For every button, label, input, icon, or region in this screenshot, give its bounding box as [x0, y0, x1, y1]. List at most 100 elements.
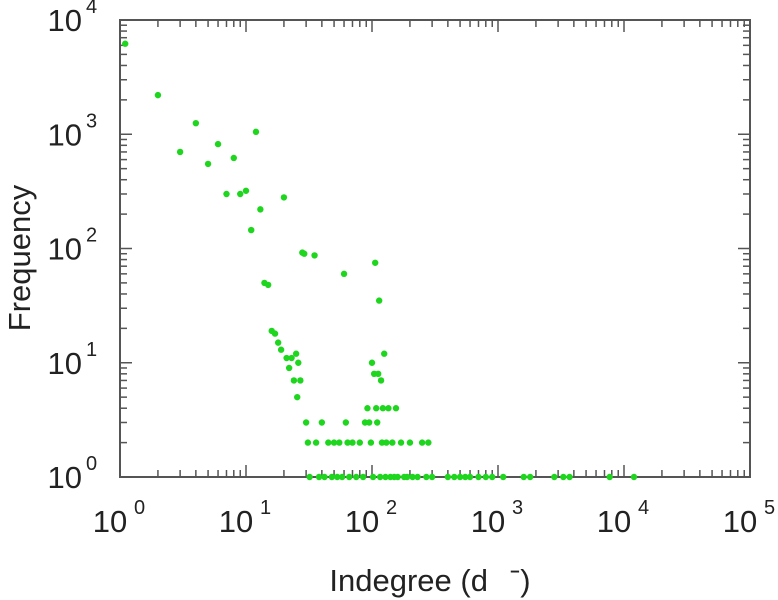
data-point [277, 346, 285, 353]
data-point [374, 419, 381, 426]
data-point [375, 370, 382, 378]
data-point [192, 119, 200, 127]
y-tick-exponent: 4 [86, 0, 97, 18]
data-point [230, 154, 237, 162]
data-point [122, 40, 129, 47]
y-tick-base: 10 [48, 346, 82, 381]
data-point [418, 439, 426, 446]
data-point [381, 350, 388, 357]
data-point [566, 473, 573, 481]
data-point [283, 354, 290, 362]
plot-area [119, 19, 751, 478]
data-point [336, 439, 343, 446]
data-point [451, 473, 458, 481]
y-tick-exponent: 2 [86, 225, 97, 247]
data-point [444, 473, 452, 481]
data-point [311, 252, 318, 259]
data-point [325, 439, 332, 446]
x-tick-base: 10 [93, 504, 127, 539]
data-point [397, 439, 405, 446]
x-tick-label: 10 4 [597, 497, 649, 539]
data-point [346, 473, 353, 481]
data-point [630, 473, 638, 481]
data-point [475, 473, 482, 481]
y-axis-label: Frequency [2, 184, 37, 331]
data-point [382, 473, 389, 481]
y-tick-base: 10 [48, 460, 82, 495]
data-point [367, 439, 375, 446]
data-point [379, 405, 387, 412]
data-point [385, 405, 392, 412]
data-point [378, 439, 386, 446]
data-point [237, 190, 244, 198]
data-point [295, 359, 302, 366]
data-point [285, 364, 293, 372]
axis-tick-labels: 10 0 10 1 10 2 10 3 10 4 10 510 010 110 210 310 4 [48, 0, 776, 539]
data-point [414, 473, 421, 481]
x-tick-base: 10 [597, 504, 631, 539]
data-point [364, 405, 371, 412]
data-point [377, 377, 385, 384]
data-point [462, 473, 469, 481]
y-tick-base: 10 [48, 232, 82, 267]
data-point [334, 473, 341, 481]
data-point [301, 250, 308, 257]
x-tick-exponent: 3 [512, 497, 523, 519]
data-point [248, 226, 255, 234]
data-point [456, 473, 464, 481]
y-tick-exponent: 1 [86, 339, 97, 361]
data-point [356, 439, 363, 446]
data-point [290, 377, 298, 384]
data-point [489, 473, 496, 481]
data-point [392, 405, 400, 412]
plot-border [119, 19, 751, 478]
data-point [383, 439, 390, 446]
data-point [551, 473, 558, 481]
x-tick-exponent: 4 [638, 497, 649, 519]
data-point [257, 206, 264, 213]
x-tick-base: 10 [345, 504, 379, 539]
data-point [223, 190, 230, 198]
data-point [304, 439, 312, 446]
y-tick-label: 10 2 [48, 225, 98, 267]
y-tick-label: 10 0 [48, 453, 98, 495]
x-tick-label: 10 2 [345, 497, 397, 539]
y-tick-base: 10 [48, 117, 82, 152]
data-point [368, 359, 376, 366]
data-point [500, 473, 507, 481]
data-point [342, 419, 350, 426]
x-tick-exponent: 1 [260, 497, 271, 519]
data-point [425, 439, 432, 446]
x-tick-exponent: 2 [386, 497, 397, 519]
data-point [306, 473, 313, 481]
data-point [302, 419, 310, 426]
data-point [321, 473, 328, 481]
x-tick-label: 10 5 [723, 497, 775, 539]
data-point [394, 473, 401, 481]
data-point [371, 259, 379, 266]
data-point [520, 473, 527, 481]
data-point [318, 419, 326, 426]
data-point [154, 91, 162, 99]
x-axis-label: Indegree (d ˉ) [329, 563, 530, 598]
data-point [359, 473, 367, 481]
y-tick-label: 10 3 [48, 110, 98, 152]
x-tick-base: 10 [471, 504, 505, 539]
data-point [271, 330, 279, 337]
data-point [365, 419, 373, 426]
data-point [330, 439, 338, 446]
x-tick-base: 10 [219, 504, 253, 539]
x-tick-label: 10 0 [93, 497, 145, 539]
data-point [294, 393, 301, 401]
data-point [606, 473, 613, 481]
data-point [274, 339, 282, 346]
data-point [280, 194, 288, 201]
data-point [373, 405, 380, 412]
data-point [176, 148, 184, 156]
data-point [328, 473, 336, 481]
x-tick-label: 10 1 [219, 497, 271, 539]
data-point [297, 377, 304, 384]
y-tick-label: 10 4 [48, 0, 98, 38]
y-tick-exponent: 3 [86, 110, 97, 132]
data-point [409, 473, 416, 481]
